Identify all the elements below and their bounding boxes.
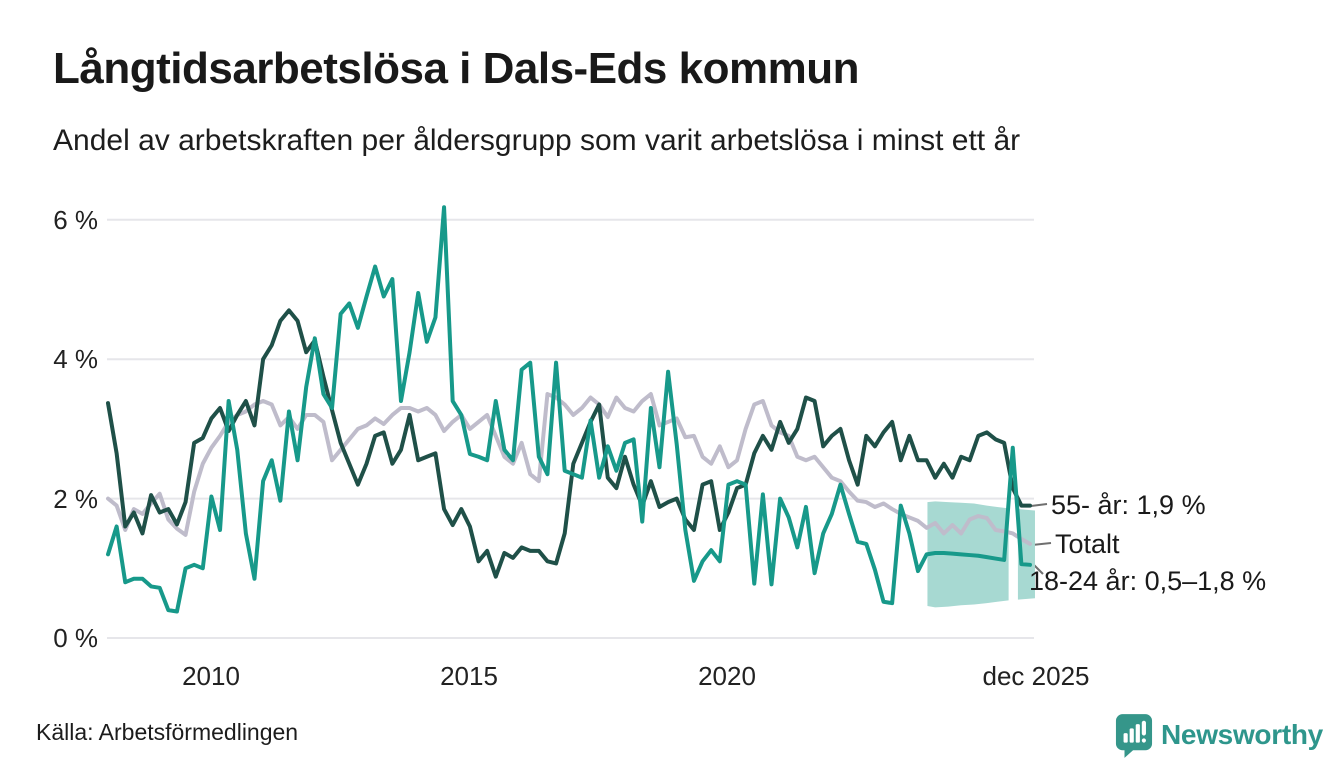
newsworthy-logo[interactable]: Newsworthy: [1115, 710, 1323, 760]
y-tick-label-6: 6 %: [53, 205, 98, 235]
x-tick-label-2010: 2010: [182, 661, 240, 691]
y-tick-label-4: 4 %: [53, 344, 98, 374]
newsworthy-logo-icon: [1115, 713, 1153, 758]
source-note: Källa: Arbetsförmedlingen: [36, 719, 299, 745]
uncertainty-band-1: [1017, 509, 1035, 600]
series-line-1824: [106, 205, 1033, 614]
logo-exclamation-dot: [1141, 737, 1146, 743]
chart-subtitle: Andel av arbetskraften per åldersgrupp s…: [53, 124, 1021, 157]
series-line-totalt: [106, 392, 1033, 546]
end-label-55plus: 55- år: 1,9 %: [1051, 490, 1206, 520]
end-label-totalt: Totalt: [1055, 529, 1120, 559]
logo-exclamation-stem: [1141, 720, 1146, 735]
x-tick-label-dec-2025: dec 2025: [982, 661, 1090, 691]
logo-bar-short: [1123, 732, 1128, 743]
y-tick-label-2: 2 %: [53, 484, 98, 514]
series-line-55plus: [106, 308, 1033, 579]
chart-title: Långtidsarbetslösa i Dals-Eds kommun: [53, 44, 859, 93]
x-tick-label-2020: 2020: [698, 661, 756, 691]
end-label-1824: 18-24 år: 0,5–1,8 %: [1029, 566, 1267, 596]
annotation-connector-55plus: [1030, 503, 1048, 507]
newsworthy-brand-text[interactable]: Newsworthy: [1161, 719, 1323, 750]
x-tick-label-2015: 2015: [440, 661, 498, 691]
logo-bar-medium: [1129, 727, 1134, 743]
y-tick-label-0: 0 %: [53, 623, 98, 653]
annotation-connector-totalt: [1031, 542, 1052, 546]
logo-bar-tall: [1135, 723, 1140, 743]
